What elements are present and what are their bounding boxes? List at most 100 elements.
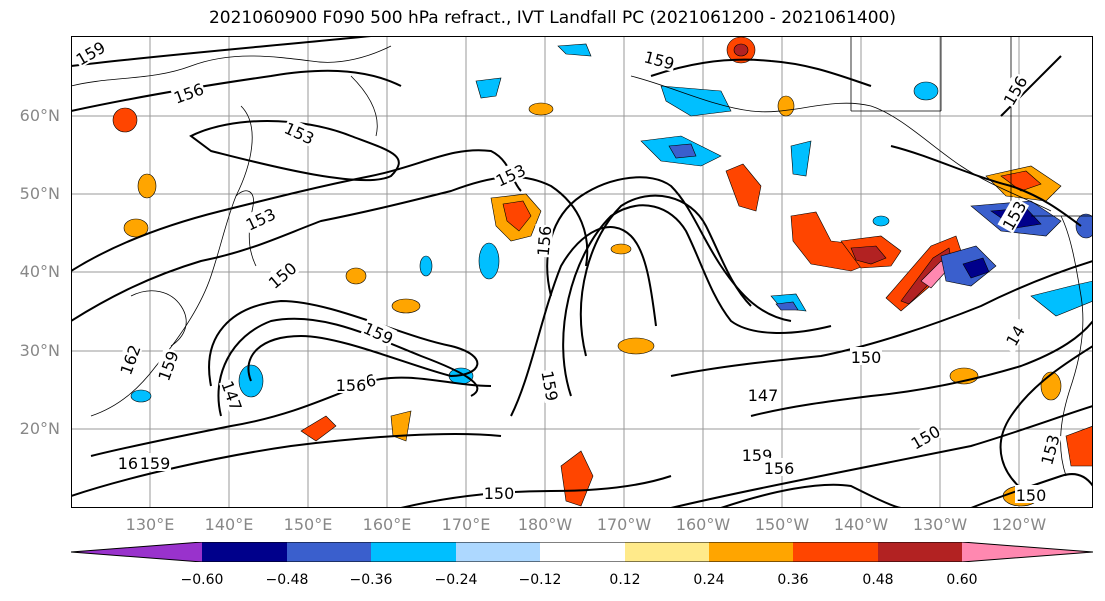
- map-area: 1591561531531531501561591591561621591471…: [71, 36, 1093, 508]
- anomaly-patch: [123, 218, 149, 238]
- shaded-anomalies: [112, 36, 1093, 507]
- contour-label: 159: [154, 348, 182, 383]
- contour-label-bg: [763, 458, 795, 476]
- colorbar-tick-label: 0.48: [862, 572, 894, 588]
- longitude-label: 130°E: [125, 515, 175, 534]
- contour-label-bg: [115, 341, 144, 378]
- anomaly-patch: [1065, 425, 1093, 467]
- contour-label: 156: [534, 225, 556, 257]
- latitude-label: 50°N: [19, 184, 60, 203]
- anomaly-patch: [962, 257, 990, 279]
- anomaly-patch: [913, 81, 939, 101]
- contour-label: 150: [1016, 486, 1047, 505]
- anomaly-patch: [668, 143, 697, 159]
- latitude-label: 20°N: [19, 419, 60, 438]
- height-contours: [71, 36, 1093, 508]
- latitude-label: 40°N: [19, 262, 60, 281]
- contour-label: 147: [748, 386, 779, 405]
- contour-label-bg: [241, 203, 279, 234]
- contour-label-bg: [641, 46, 678, 72]
- anomaly-patch: [137, 173, 157, 199]
- colorbar-tick-label: −0.12: [518, 572, 562, 588]
- contour-label: 156: [764, 459, 795, 478]
- contour-label-bg: [998, 71, 1031, 109]
- contour-label-bg: [71, 36, 109, 69]
- anomaly-patch: [617, 337, 655, 355]
- colorbar-segment: [793, 542, 878, 562]
- colorbar-tick-label: −0.24: [434, 572, 478, 588]
- contour-label: 159: [642, 47, 676, 73]
- map-canvas: 1591561531531531501561591591561621591471…: [71, 36, 1093, 508]
- anomaly-patch: [300, 415, 337, 442]
- anomaly-patch: [790, 140, 812, 177]
- anomaly-patch: [775, 301, 799, 311]
- contour-label-bg: [360, 317, 398, 348]
- anomaly-patch: [850, 245, 887, 265]
- contour-label-bg: [747, 385, 779, 403]
- anomaly-patch: [528, 102, 554, 116]
- anomaly-patch: [130, 389, 152, 403]
- contour-label: 150: [484, 484, 515, 503]
- colorbar-tick-label: 0.12: [609, 572, 641, 588]
- colorbar: [71, 542, 1093, 562]
- longitude-label: 150°E: [283, 515, 333, 534]
- longitude-label: 180°W: [517, 515, 573, 534]
- anomaly-patch: [1040, 371, 1062, 401]
- contour-label: 159: [537, 369, 561, 402]
- contour-label-bg: [139, 453, 171, 471]
- contour-label-bg: [170, 78, 207, 107]
- colorbar-segment: [540, 542, 625, 562]
- contour-label-bg: [539, 368, 563, 403]
- coastlines: [71, 36, 1093, 477]
- longitude-label: 170°E: [441, 515, 491, 534]
- longitude-label: 160°W: [675, 515, 731, 534]
- anomaly-patch: [475, 77, 502, 99]
- anomaly-patch: [560, 450, 594, 507]
- anomaly-patch: [733, 43, 749, 57]
- longitude-label: 140°E: [204, 515, 254, 534]
- colorbar-segment: [371, 542, 456, 562]
- anomaly-patch: [391, 298, 421, 314]
- longitude-label: 150°W: [754, 515, 810, 534]
- colorbar-segment: [878, 542, 962, 562]
- anomaly-patch: [390, 410, 412, 442]
- contour-label-bg: [850, 347, 882, 365]
- colorbar-segment: [287, 542, 371, 562]
- anomaly-patch: [660, 85, 732, 117]
- map-title: 2021060900 F090 500 hPa refract., IVT La…: [208, 8, 896, 28]
- contour-label-bg: [1036, 431, 1062, 468]
- contour-label-bg: [263, 257, 300, 292]
- contour-label: 159: [140, 454, 171, 473]
- anomaly-patch: [419, 255, 433, 277]
- contour-label-bg: [1015, 485, 1047, 503]
- anomaly-patch: [557, 43, 592, 57]
- colorbar-tick-label: −0.60: [180, 572, 224, 588]
- contour-label-bg: [491, 159, 529, 190]
- latitude-label: 60°N: [19, 106, 60, 125]
- longitude-label: 120°W: [991, 515, 1047, 534]
- latitude-label: 30°N: [19, 341, 60, 360]
- contour-label: 153: [1037, 433, 1063, 467]
- contour-label-bg: [218, 377, 247, 414]
- contour-label: 162: [116, 342, 144, 377]
- anomaly-patch: [777, 95, 795, 117]
- colorbar-segment: [709, 542, 793, 562]
- longitude-label: 160°E: [362, 515, 412, 534]
- anomaly-patch: [725, 163, 762, 212]
- contour-label: 156: [171, 79, 206, 107]
- contour-label-bg: [483, 483, 515, 501]
- anomaly-patch: [345, 267, 367, 285]
- colorbar-segment: [962, 542, 1093, 562]
- longitude-label: 170°W: [596, 515, 652, 534]
- contour-label: 156: [336, 376, 367, 395]
- colorbar-tick-label: 0.60: [946, 572, 978, 588]
- anomaly-patch: [112, 107, 138, 133]
- contour-label: 150: [851, 348, 882, 367]
- anomaly-patch: [478, 242, 500, 280]
- contour-label-bg: [998, 316, 1031, 354]
- colorbar-tick-label: −0.48: [265, 572, 309, 588]
- colorbar-segment: [456, 542, 540, 562]
- anomaly-patch: [1030, 280, 1093, 317]
- colorbar-tick-label: 0.36: [777, 572, 809, 588]
- anomaly-patch: [610, 243, 632, 255]
